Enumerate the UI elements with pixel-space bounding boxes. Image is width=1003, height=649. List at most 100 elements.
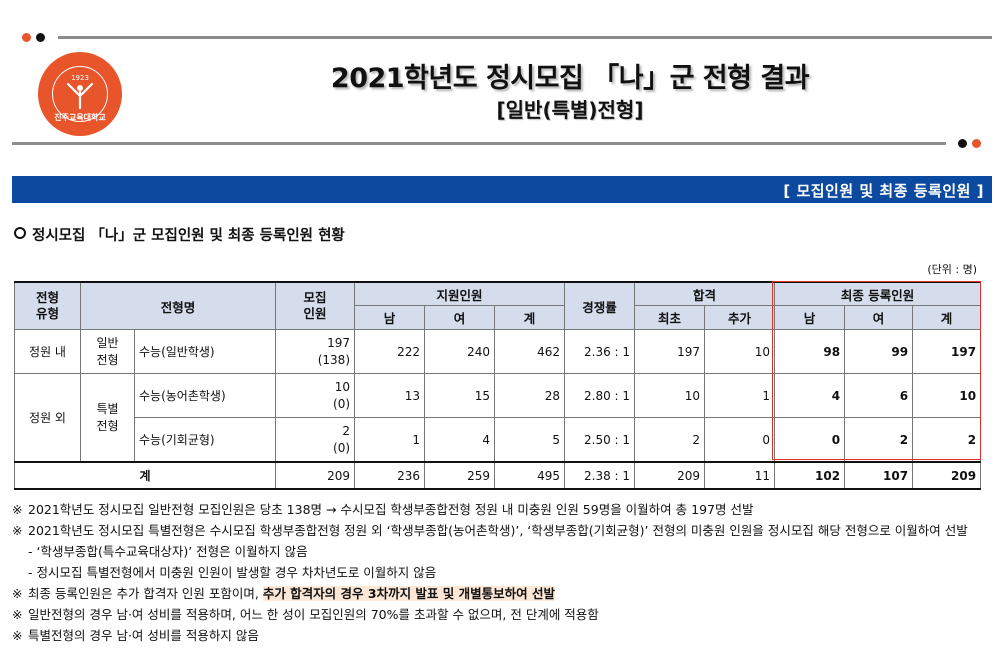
cell-reg-total: 2 — [912, 417, 982, 463]
cell-ratio: 2.80 : 1 — [564, 373, 636, 418]
cell-reg-male: 98 — [774, 329, 846, 374]
note-text: 최종 등록인원은 추가 합격자 인원 포함이며, — [28, 586, 263, 601]
total-app-male: 236 — [354, 461, 426, 490]
cell-reg-female: 99 — [844, 329, 914, 374]
total-ratio: 2.38 : 1 — [564, 461, 636, 490]
total-app-total: 495 — [494, 461, 566, 490]
note-text: 특별전형의 경우 남·여 성비를 적용하지 않음 — [28, 628, 259, 643]
header-reg-female: 여 — [844, 305, 914, 330]
section-heading: 정시모집 「나」군 모집인원 및 최종 등록인원 현황 — [14, 224, 345, 245]
section-banner: [ 모집인원 및 최종 등록인원 ] — [12, 176, 992, 203]
logo-name: 진주교육대학교 — [54, 113, 106, 122]
cell-reg-female: 6 — [844, 373, 914, 418]
cell-first: 10 — [634, 373, 706, 418]
header-applicants: 지원인원 — [354, 281, 566, 306]
note-subitem: - ‘학생부종합(특수교육대상자)’ 전형은 이월하지 않음 — [28, 544, 308, 559]
note-item: ※ 2021학년도 정시모집 특별전형은 수시모집 학생부종합전형 정원 외 ‘학… — [12, 520, 968, 541]
total-reg-total: 209 — [912, 461, 982, 490]
cell-extra: 1 — [704, 373, 776, 418]
total-app-female: 259 — [424, 461, 496, 490]
cell-app-female: 240 — [424, 329, 496, 374]
circle-bullet-icon — [14, 227, 26, 239]
row-quota: 2 (0) — [275, 417, 356, 463]
page-title: 2021학년도 정시모집 「나」군 전형 결과 — [330, 63, 810, 94]
top-rule — [58, 36, 992, 39]
quota-value: 10 — [334, 379, 351, 394]
quota-value: 197 — [327, 335, 351, 350]
black-dot-icon — [36, 33, 45, 42]
quota-value: 2 — [342, 423, 351, 438]
note-subitem: - 정시모집 특별전형에서 미충원 인원이 발생할 경우 차차년도로 이월하지 … — [28, 565, 437, 580]
total-first: 209 — [634, 461, 706, 490]
total-row: 계 209 236 259 495 2.38 : 1 209 11 102 10… — [13, 461, 982, 490]
header-reg-male: 남 — [774, 305, 846, 330]
note-item: ※ 최종 등록인원은 추가 합격자 인원 포함이며, 추가 합격자의 경우 3차까… — [12, 583, 968, 604]
header-app-female: 여 — [424, 305, 496, 330]
total-extra: 11 — [704, 461, 776, 490]
header-reg-total: 계 — [912, 305, 982, 330]
cell-app-female: 4 — [424, 417, 496, 463]
cell-reg-male: 0 — [774, 417, 846, 463]
cell-reg-female: 2 — [844, 417, 914, 463]
header-app-male: 남 — [354, 305, 426, 330]
header-type: 전형 유형 — [14, 281, 81, 330]
banner-label: [ 모집인원 및 최종 등록인원 ] — [783, 182, 984, 200]
logo-ring — [52, 66, 108, 122]
group-regular-in: 정원 내 — [14, 329, 81, 374]
table-row: 정원 내 일반 전형 수능(일반학생) 197 (138) 222 240 462… — [14, 329, 982, 374]
cell-extra: 10 — [704, 329, 776, 374]
note-mark: ※ — [12, 502, 23, 517]
group-general: 일반 전형 — [80, 329, 135, 374]
note-mark: ※ — [12, 607, 23, 622]
page-subtitle: [일반(특별)전형] — [496, 98, 644, 122]
cell-ratio: 2.50 : 1 — [564, 417, 636, 463]
bottom-rule — [12, 142, 946, 145]
row-name: 수능(기회균형) — [133, 417, 277, 463]
cell-reg-total: 10 — [912, 373, 982, 418]
cell-first: 197 — [634, 329, 706, 374]
header-quota: 모집 인원 — [275, 281, 356, 330]
row-quota: 10 (0) — [275, 373, 356, 418]
quota-sub-value: (138) — [317, 352, 351, 367]
cell-reg-male: 4 — [774, 373, 846, 418]
note-mark: ※ — [12, 628, 23, 643]
logo-tree-icon — [66, 82, 94, 110]
orange-dot-icon — [22, 33, 31, 42]
total-reg-male: 102 — [774, 461, 846, 490]
cell-ratio: 2.36 : 1 — [564, 329, 636, 374]
note-mark: ※ — [12, 523, 23, 538]
note-item: ※ 특별전형의 경우 남·여 성비를 적용하지 않음 — [12, 625, 968, 646]
note-item: ※ 2021학년도 정시모집 일반전형 모집인원은 당초 138명 → 수시모집 … — [12, 499, 968, 520]
cell-app-male: 13 — [354, 373, 426, 418]
table-subheader-row: 남 여 계 최초 추가 남 여 계 — [15, 305, 982, 330]
cell-app-male: 1 — [354, 417, 426, 463]
logo-year: 1923 — [71, 74, 89, 82]
total-quota: 209 — [275, 461, 356, 490]
note-text: 일반전형의 경우 남·여 성비를 적용하며, 어느 한 성이 모집인원의 70%… — [28, 607, 599, 622]
cell-app-total: 5 — [494, 417, 566, 463]
cell-app-female: 15 — [424, 373, 496, 418]
quota-sub-value: (0) — [333, 396, 351, 411]
table-header-row: 전형 유형 전형명 모집 인원 지원인원 경쟁률 합격 최종 등록인원 — [14, 281, 982, 330]
quota-sub-value: (0) — [333, 440, 351, 455]
note-mark: ※ — [12, 586, 23, 601]
unit-label: (단위 : 명) — [927, 263, 977, 276]
table-row: 정원 외 특별 전형 수능(농어촌학생) 10 (0) 13 15 28 2.80… — [14, 373, 982, 463]
cell-app-total: 462 — [494, 329, 566, 374]
group-special: 특별 전형 — [80, 373, 135, 463]
notes-list: ※ 2021학년도 정시모집 일반전형 모집인원은 당초 138명 → 수시모집 … — [12, 499, 968, 646]
header-app-total: 계 — [494, 305, 566, 330]
row-quota: 197 (138) — [275, 329, 356, 374]
row-name: 수능(농어촌학생) — [133, 373, 277, 418]
group-regular-out: 정원 외 — [14, 373, 81, 463]
header-first: 최초 — [634, 305, 706, 330]
total-reg-female: 107 — [844, 461, 914, 490]
header-competition: 경쟁률 — [564, 281, 636, 330]
cell-app-male: 222 — [354, 329, 426, 374]
header-registered: 최종 등록인원 — [774, 281, 982, 306]
row-name: 수능(일반학생) — [133, 329, 277, 374]
table-row: 수능(기회균형) 2 (0) 1 4 5 2.50 : 1 2 0 0 2 2 — [15, 417, 982, 463]
note-text: 2021학년도 정시모집 일반전형 모집인원은 당초 138명 → 수시모집 학… — [28, 502, 754, 517]
cell-reg-total: 197 — [912, 329, 982, 374]
total-label: 계 — [13, 461, 277, 490]
